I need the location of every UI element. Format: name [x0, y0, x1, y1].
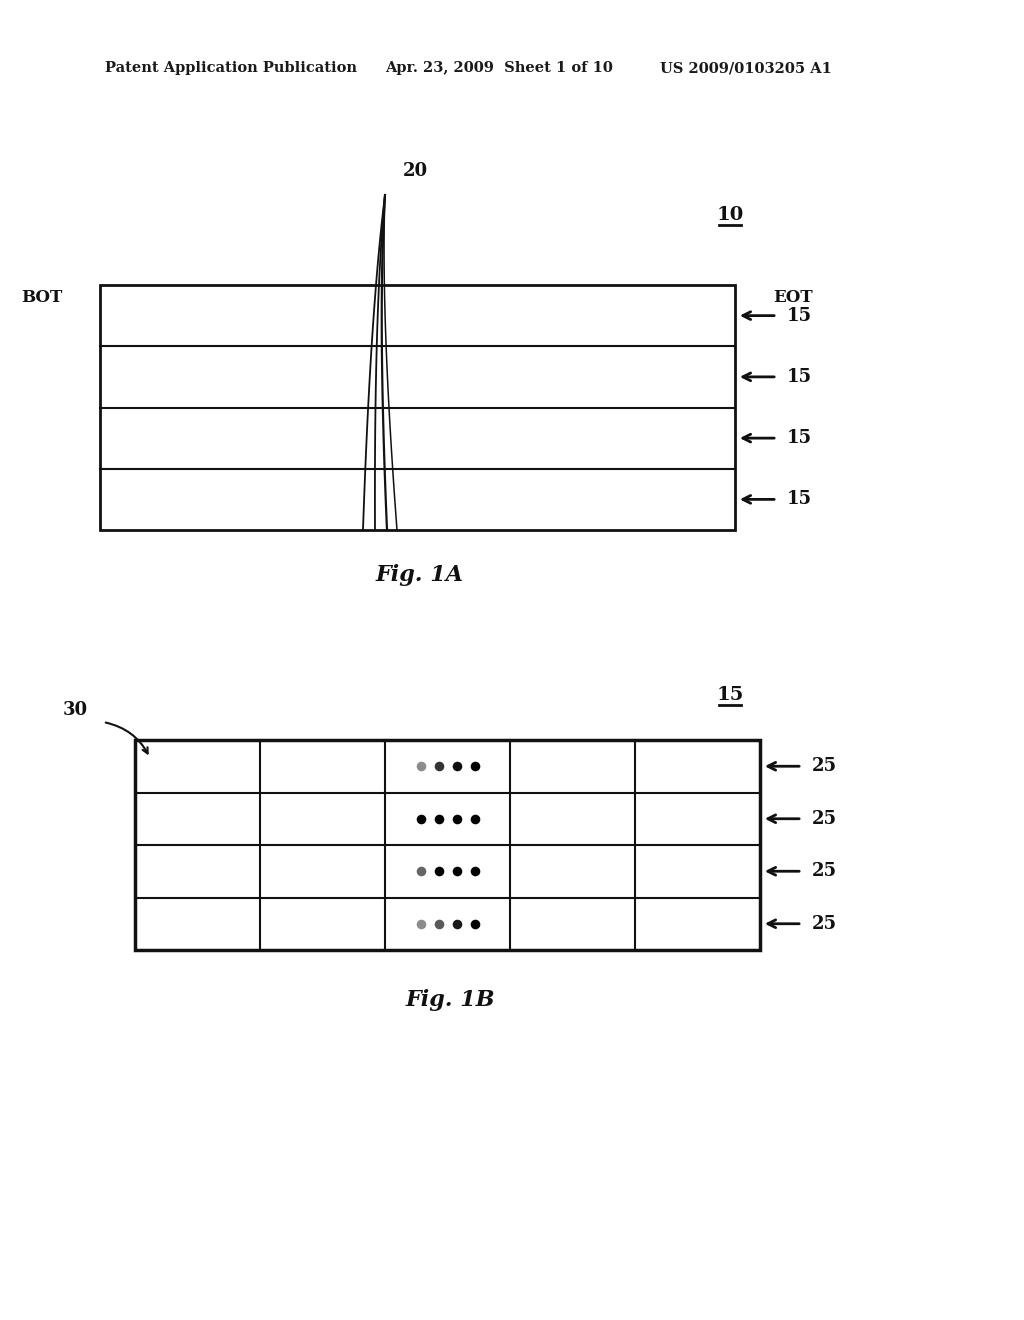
Text: 25: 25	[812, 758, 838, 775]
Point	[449, 861, 465, 882]
Text: 15: 15	[787, 429, 812, 447]
Point	[430, 861, 446, 882]
Text: 10: 10	[717, 206, 743, 224]
Point	[466, 808, 482, 829]
Text: 15: 15	[787, 490, 812, 508]
Point	[430, 808, 446, 829]
Text: 25: 25	[812, 915, 838, 933]
Point	[413, 913, 429, 935]
Text: 15: 15	[787, 368, 812, 385]
Text: 25: 25	[812, 862, 838, 880]
Text: 25: 25	[812, 809, 838, 828]
Point	[430, 913, 446, 935]
Text: Fig. 1B: Fig. 1B	[406, 989, 495, 1011]
Point	[413, 755, 429, 776]
Point	[466, 755, 482, 776]
Text: 15: 15	[717, 686, 743, 704]
Point	[430, 755, 446, 776]
Point	[449, 808, 465, 829]
Text: EOT: EOT	[773, 289, 813, 305]
Text: 20: 20	[403, 162, 428, 180]
Bar	[135, 741, 760, 950]
Point	[466, 861, 482, 882]
Text: 15: 15	[787, 306, 812, 325]
Text: Patent Application Publication: Patent Application Publication	[105, 61, 357, 75]
Text: 30: 30	[62, 701, 88, 719]
Point	[449, 913, 465, 935]
Text: Apr. 23, 2009  Sheet 1 of 10: Apr. 23, 2009 Sheet 1 of 10	[385, 61, 613, 75]
Point	[449, 755, 465, 776]
Point	[413, 808, 429, 829]
Point	[413, 861, 429, 882]
Text: US 2009/0103205 A1: US 2009/0103205 A1	[660, 61, 831, 75]
Point	[466, 913, 482, 935]
Text: Fig. 1A: Fig. 1A	[376, 564, 464, 586]
Bar	[100, 285, 735, 531]
Text: BOT: BOT	[20, 289, 62, 305]
